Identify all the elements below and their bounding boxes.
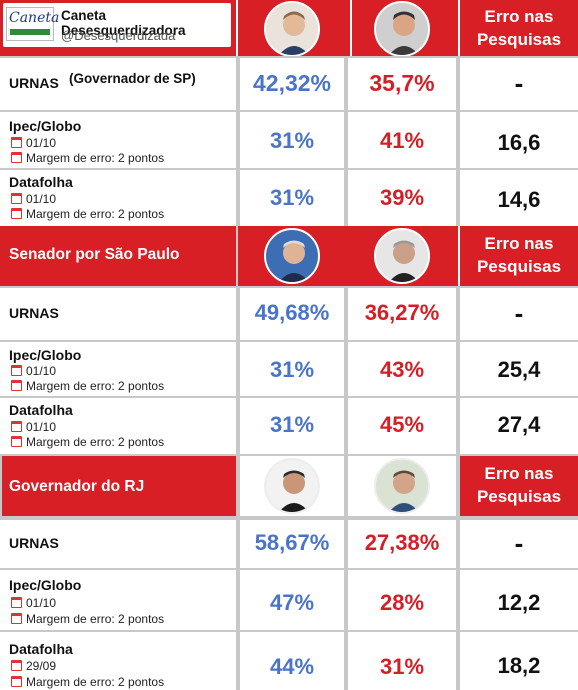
row-date: 01/10 <box>11 420 56 434</box>
row-margin: Margem de erro: 2 pontos <box>11 151 164 165</box>
erro-value: 16,6 <box>497 130 541 155</box>
row-margin: Margem de erro: 2 pontos <box>11 379 164 393</box>
brand-handle: @Desesquerdizada <box>61 28 176 43</box>
divider <box>236 226 238 286</box>
candidate-b-avatar <box>374 458 430 514</box>
clipboard-icon <box>11 436 22 447</box>
candidate-b-value: 31% <box>379 654 425 679</box>
clipboard-icon <box>11 152 22 163</box>
header-cell <box>460 456 578 516</box>
candidate-b-value: 45% <box>379 412 425 437</box>
table-row: Ipec/Globo 01/10 Margem de erro: 2 ponto… <box>0 340 578 396</box>
row-date: 01/10 <box>11 136 56 150</box>
row-label-note: (Governador de SP) <box>69 71 196 86</box>
brand-logo: Caneta <box>6 7 59 41</box>
row-label: Ipec/Globo <box>9 347 82 363</box>
row-margin: Margem de erro: 2 pontos <box>11 675 164 689</box>
erro-value: 12,2 <box>497 590 541 615</box>
candidate-b-avatar <box>374 1 430 57</box>
section-header-sp-senate: Senador por São Paulo Erro nas Pesquisas <box>0 226 578 286</box>
calendar-icon <box>11 193 22 204</box>
erro-header: Erro nas Pesquisas <box>476 234 562 276</box>
divider <box>350 0 352 58</box>
candidate-b-value: 43% <box>379 357 425 382</box>
candidate-b-avatar <box>374 228 430 284</box>
divider <box>458 226 460 286</box>
row-margin: Margem de erro: 2 pontos <box>11 207 164 221</box>
erro-header: Erro nas Pesquisas <box>476 464 562 506</box>
divider <box>236 0 238 58</box>
erro-value: - <box>514 528 524 558</box>
clipboard-icon <box>11 676 22 687</box>
table-row: URNAS (Governador de SP) 42,32% 35,7% - <box>0 56 578 110</box>
calendar-icon <box>11 597 22 608</box>
erro-line2: Pesquisas <box>476 30 562 49</box>
erro-header: Erro nas Pesquisas <box>460 5 578 51</box>
candidate-b-value: 39% <box>379 185 425 210</box>
row-margin: Margem de erro: 2 pontos <box>11 435 164 449</box>
calendar-icon <box>11 660 22 671</box>
candidate-a-value: 31% <box>269 357 315 382</box>
candidate-a-value: 58,67% <box>254 530 330 555</box>
candidate-a-avatar <box>264 1 320 57</box>
candidate-b-value: 36,27% <box>364 300 440 325</box>
erro-value: - <box>514 68 524 98</box>
calendar-icon <box>11 421 22 432</box>
erro-value: 18,2 <box>497 653 541 678</box>
row-date: 29/09 <box>11 659 56 673</box>
row-label: Ipec/Globo <box>9 577 82 593</box>
erro-value: 14,6 <box>497 187 541 212</box>
header-cell <box>2 456 236 516</box>
row-label: Ipec/Globo <box>9 118 82 134</box>
candidate-b-value: 41% <box>379 128 425 153</box>
brand-card: Caneta Caneta Desesquerdizadora @Desesqu… <box>3 3 231 47</box>
candidate-a-value: 44% <box>269 654 315 679</box>
row-label: URNAS <box>9 305 59 321</box>
table-row: Datafolha 29/09 Margem de erro: 2 pontos… <box>0 630 578 690</box>
row-label: URNAS <box>9 535 59 551</box>
erro-line1: Erro nas <box>484 7 554 26</box>
row-label: Datafolha <box>9 174 73 190</box>
divider <box>458 0 460 58</box>
table-row: Ipec/Globo 01/10 Margem de erro: 2 ponto… <box>0 110 578 168</box>
candidate-a-value: 31% <box>269 128 315 153</box>
clipboard-icon <box>11 613 22 624</box>
clipboard-icon <box>11 208 22 219</box>
erro-value: - <box>514 298 524 328</box>
erro-value: 25,4 <box>497 357 541 382</box>
table-row: Datafolha 01/10 Margem de erro: 2 pontos… <box>0 168 578 226</box>
row-date: 01/10 <box>11 596 56 610</box>
candidate-a-value: 47% <box>269 590 315 615</box>
calendar-icon <box>11 365 22 376</box>
table-row: URNAS 58,67% 27,38% - <box>0 518 578 568</box>
section-title: Governador do RJ <box>9 478 145 495</box>
row-date: 01/10 <box>11 364 56 378</box>
row-label: URNAS <box>9 75 59 91</box>
candidate-a-value: 49,68% <box>254 300 330 325</box>
candidate-a-avatar <box>264 458 320 514</box>
candidate-a-value: 42,32% <box>252 70 331 96</box>
table-row: Ipec/Globo 01/10 Margem de erro: 2 ponto… <box>0 568 578 630</box>
logo-word: Caneta <box>9 10 60 26</box>
calendar-icon <box>11 137 22 148</box>
table-row: Datafolha 01/10 Margem de erro: 2 pontos… <box>0 396 578 454</box>
table-row: URNAS 49,68% 36,27% - <box>0 286 578 340</box>
candidate-b-value: 28% <box>379 590 425 615</box>
erro-value: 27,4 <box>497 412 541 437</box>
clipboard-icon <box>11 380 22 391</box>
row-label: Datafolha <box>9 641 73 657</box>
candidate-a-value: 31% <box>269 185 315 210</box>
logo-bar <box>10 29 50 35</box>
brand-name: Caneta Desesquerdizadora <box>61 8 186 38</box>
candidate-a-avatar <box>264 228 320 284</box>
section-header-rj-governor: Governador do RJ Erro nas Pesquisas <box>0 454 578 518</box>
candidate-b-value: 35,7% <box>369 70 435 96</box>
candidate-a-value: 31% <box>269 412 315 437</box>
row-date: 01/10 <box>11 192 56 206</box>
row-label: Datafolha <box>9 402 73 418</box>
row-margin: Margem de erro: 2 pontos <box>11 612 164 626</box>
candidate-b-value: 27,38% <box>364 530 440 555</box>
section-title: Senador por São Paulo <box>9 246 180 263</box>
section-header-sp-governor: Caneta Caneta Desesquerdizadora @Desesqu… <box>0 0 578 58</box>
